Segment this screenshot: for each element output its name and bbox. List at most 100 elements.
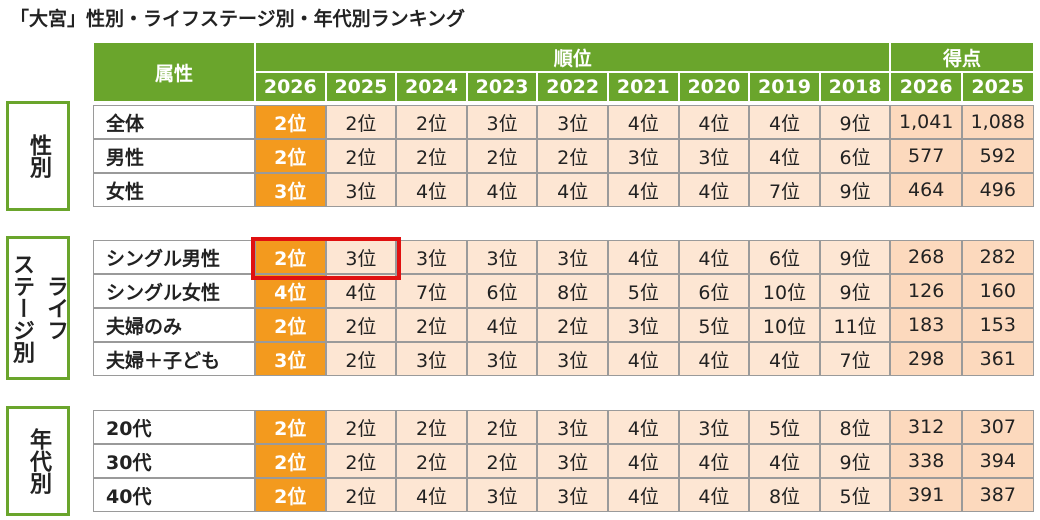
rank-cell: 4位 bbox=[749, 342, 820, 376]
score-cell: 268 bbox=[890, 240, 962, 274]
score-cell: 312 bbox=[890, 410, 962, 444]
score-cell: 307 bbox=[962, 410, 1034, 444]
rank-cell: 2位 bbox=[255, 139, 326, 173]
rank-cell: 9位 bbox=[819, 105, 891, 139]
header-year: 2024 bbox=[396, 72, 467, 102]
rank-cell: 4位 bbox=[749, 105, 820, 139]
rank-cell: 4位 bbox=[396, 478, 467, 512]
rank-cell: 3位 bbox=[325, 173, 397, 207]
rank-cell: 9位 bbox=[819, 173, 891, 207]
rank-cell: 3位 bbox=[396, 240, 467, 274]
rank-cell: 3位 bbox=[608, 139, 679, 173]
rank-cell: 4位 bbox=[608, 478, 679, 512]
rank-cell: 8位 bbox=[537, 274, 608, 308]
rank-cell: 3位 bbox=[537, 342, 608, 376]
header-attribute: 属性 bbox=[93, 42, 255, 102]
rank-cell: 3位 bbox=[466, 240, 538, 274]
group-label-text: 年代別 bbox=[26, 428, 51, 494]
score-cell: 361 bbox=[962, 342, 1034, 376]
rank-cell: 2位 bbox=[255, 444, 326, 478]
header-year: 2025 bbox=[325, 72, 397, 102]
rank-cell: 7位 bbox=[749, 173, 820, 207]
header-rank: 順位 bbox=[255, 42, 891, 72]
row-name: 夫婦＋子ども bbox=[93, 342, 255, 376]
score-cell: 391 bbox=[890, 478, 962, 512]
row-name: 30代 bbox=[93, 444, 255, 478]
rank-cell: 5位 bbox=[749, 410, 820, 444]
highlight-box bbox=[251, 237, 401, 280]
rank-cell: 2位 bbox=[255, 105, 326, 139]
score-cell: 338 bbox=[890, 444, 962, 478]
rank-cell: 8位 bbox=[749, 478, 820, 512]
rank-cell: 3位 bbox=[466, 342, 538, 376]
rank-cell: 5位 bbox=[819, 478, 891, 512]
rank-cell: 2位 bbox=[537, 139, 608, 173]
rank-cell: 3位 bbox=[537, 444, 608, 478]
rank-cell: 2位 bbox=[255, 478, 326, 512]
row-name: 男性 bbox=[93, 139, 255, 173]
rank-cell: 3位 bbox=[537, 240, 608, 274]
rank-cell: 4位 bbox=[678, 444, 750, 478]
rank-cell: 4位 bbox=[608, 342, 679, 376]
rank-cell: 2位 bbox=[255, 308, 326, 342]
group-label: 年代別 bbox=[6, 406, 70, 516]
rank-cell: 2位 bbox=[466, 410, 538, 444]
rank-cell: 4位 bbox=[608, 240, 679, 274]
rank-cell: 4位 bbox=[608, 444, 679, 478]
rank-cell: 3位 bbox=[466, 105, 538, 139]
group-label: 性別 bbox=[6, 101, 70, 211]
score-cell: 282 bbox=[962, 240, 1034, 274]
row-name: 夫婦のみ bbox=[93, 308, 255, 342]
rank-cell: 4位 bbox=[749, 139, 820, 173]
rank-cell: 9位 bbox=[819, 274, 891, 308]
score-cell: 1,041 bbox=[890, 105, 962, 139]
rank-cell: 4位 bbox=[537, 173, 608, 207]
group-label: ライフ ステージ別 bbox=[6, 236, 70, 380]
rank-cell: 6位 bbox=[749, 240, 820, 274]
header-year: 2020 bbox=[678, 72, 750, 102]
rank-cell: 4位 bbox=[608, 105, 679, 139]
header-year: 2023 bbox=[466, 72, 538, 102]
rank-cell: 2位 bbox=[325, 444, 397, 478]
rank-cell: 6位 bbox=[819, 139, 891, 173]
header-year: 2026 bbox=[255, 72, 326, 102]
title: 「大宮」性別・ライフステージ別・年代別ランキング bbox=[10, 8, 466, 30]
score-cell: 464 bbox=[890, 173, 962, 207]
rank-cell: 2位 bbox=[325, 478, 397, 512]
header-year: 2018 bbox=[819, 72, 891, 102]
score-cell: 153 bbox=[962, 308, 1034, 342]
score-cell: 298 bbox=[890, 342, 962, 376]
row-name: シングル女性 bbox=[93, 274, 255, 308]
score-cell: 126 bbox=[890, 274, 962, 308]
header-score: 得点 bbox=[890, 42, 1034, 72]
rank-cell: 11位 bbox=[819, 308, 891, 342]
score-cell: 387 bbox=[962, 478, 1034, 512]
rank-cell: 10位 bbox=[749, 308, 820, 342]
rank-cell: 4位 bbox=[678, 173, 750, 207]
rank-cell: 2位 bbox=[255, 240, 326, 274]
rank-cell: 4位 bbox=[678, 478, 750, 512]
rank-cell: 3位 bbox=[537, 478, 608, 512]
rank-cell: 3位 bbox=[678, 410, 750, 444]
row-name: 全体 bbox=[93, 105, 255, 139]
rank-cell: 8位 bbox=[819, 410, 891, 444]
rank-cell: 2位 bbox=[396, 410, 467, 444]
rank-cell: 6位 bbox=[678, 274, 750, 308]
row-name: 女性 bbox=[93, 173, 255, 207]
rank-cell: 2位 bbox=[537, 308, 608, 342]
rank-cell: 3位 bbox=[537, 105, 608, 139]
rank-cell: 10位 bbox=[749, 274, 820, 308]
rank-cell: 3位 bbox=[255, 173, 326, 207]
rank-cell: 2位 bbox=[325, 105, 397, 139]
rank-cell: 4位 bbox=[608, 173, 679, 207]
rank-cell: 2位 bbox=[466, 139, 538, 173]
rank-cell: 2位 bbox=[325, 139, 397, 173]
rank-cell: 2位 bbox=[396, 308, 467, 342]
rank-cell: 4位 bbox=[749, 444, 820, 478]
rank-cell: 2位 bbox=[396, 105, 467, 139]
rank-cell: 2位 bbox=[325, 410, 397, 444]
rank-cell: 9位 bbox=[819, 444, 891, 478]
group-label-text: 性別 bbox=[26, 134, 51, 178]
rank-cell: 9位 bbox=[819, 240, 891, 274]
